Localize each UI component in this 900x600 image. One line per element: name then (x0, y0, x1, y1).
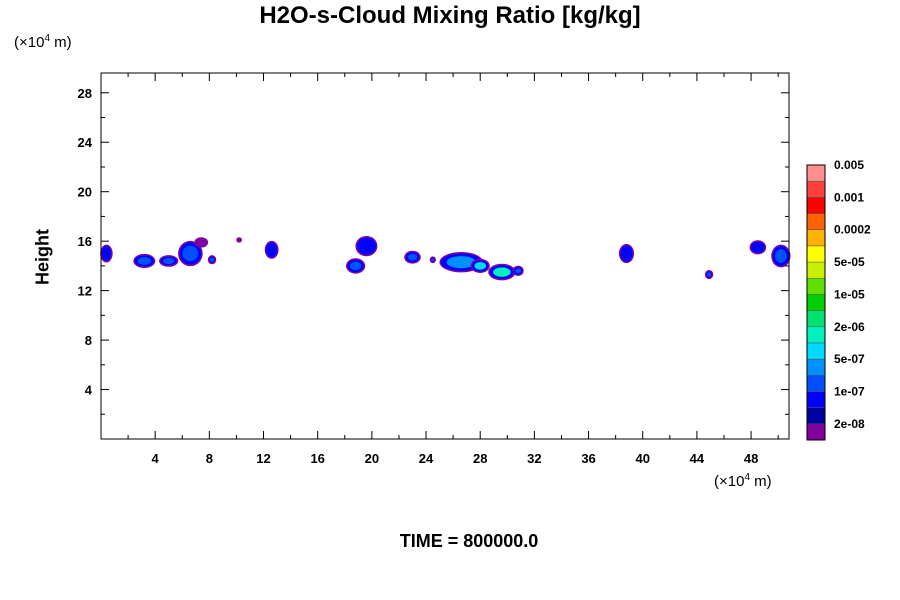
cloud-region (355, 235, 378, 257)
cloud-shell (356, 237, 376, 255)
cloud-core (210, 257, 215, 262)
cloud-region (236, 237, 242, 243)
cloud-core (349, 261, 362, 271)
plot-frame (100, 72, 790, 440)
colorbar-label: 1e-07 (834, 384, 865, 398)
cloud-region (488, 263, 516, 281)
cloud-region (618, 243, 635, 264)
colorbar-swatch (806, 245, 826, 263)
cloud-core (515, 268, 522, 274)
cloud-core (182, 245, 199, 262)
colorbar-swatch (806, 213, 826, 230)
cloud-region (133, 253, 156, 269)
cloud-region (194, 237, 209, 248)
cloud-region (771, 244, 791, 268)
cloud-region (100, 244, 113, 263)
x-tick-label: 20 (365, 451, 379, 466)
cloud-region (404, 250, 421, 264)
y-axis-unit: (×104 m) (14, 33, 72, 51)
colorbar-label: 0.005 (834, 158, 864, 172)
cloud-core (446, 256, 476, 269)
colorbar-swatch (806, 423, 826, 441)
x-tick-label: 4 (152, 451, 160, 466)
colorbar-swatch (806, 164, 826, 182)
cloud-shell (620, 245, 633, 262)
colorbar-swatch (806, 261, 826, 279)
colorbar-frame (806, 164, 826, 441)
cloud-region (264, 240, 279, 259)
x-tick-label: 28 (473, 451, 487, 466)
cloud-core (775, 249, 787, 263)
colorbar-swatch (806, 326, 826, 344)
x-tick-label: 44 (690, 451, 705, 466)
cloud-shell (751, 241, 765, 253)
cloud-region (207, 255, 217, 265)
colorbar-swatch (806, 277, 826, 295)
cloud-core (707, 272, 712, 277)
y-tick-label: 4 (85, 383, 93, 398)
colorbar-swatch (806, 229, 826, 247)
colorbar-swatch (806, 407, 826, 425)
y-tick-label: 16 (78, 234, 92, 249)
x-tick-label: 40 (635, 451, 649, 466)
y-tick-label: 8 (85, 333, 92, 348)
y-tick-label: 12 (78, 284, 92, 299)
x-tick-label: 8 (206, 451, 213, 466)
colorbar-swatch (806, 197, 826, 214)
cloud-core (493, 267, 511, 277)
y-tick-label: 24 (78, 135, 93, 150)
x-tick-label: 24 (419, 451, 434, 466)
cloud-core (407, 253, 418, 261)
x-tick-label: 32 (527, 451, 541, 466)
cloud-regions (100, 235, 791, 281)
x-tick-label: 16 (310, 451, 324, 466)
cloud-rim (236, 237, 242, 243)
colorbar-label: 2e-08 (834, 417, 865, 431)
x-axis-unit: (×104 m) (714, 472, 772, 490)
cloud-core (474, 261, 487, 270)
colorbar-swatch (806, 358, 826, 376)
cloud-shell (101, 246, 112, 261)
colorbar-swatch (806, 342, 826, 360)
colorbar-label: 5e-05 (834, 255, 865, 269)
cloud-shell (266, 242, 278, 258)
colorbar: 2e-08 1e-07 5e-07 2e-06 1e-05 5e-05 0.0002 0.00… (806, 158, 871, 441)
colorbar-swatch (806, 180, 826, 198)
colorbar-label: 0.0002 (834, 223, 871, 237)
cloud-region (159, 255, 179, 267)
cloud-core (431, 258, 434, 262)
cloud-region (470, 258, 490, 273)
colorbar-swatch (806, 375, 826, 392)
colorbar-label: 1e-05 (834, 287, 865, 301)
colorbar-label: 5e-07 (834, 352, 865, 366)
colorbar-swatch (806, 310, 826, 328)
x-tick-label: 48 (744, 451, 758, 466)
y-tick-label: 20 (78, 185, 92, 200)
cloud-region (512, 265, 524, 277)
cloud-region (704, 269, 714, 280)
cloud-core (162, 257, 175, 264)
cloud-region (345, 258, 366, 274)
colorbar-label: 2e-06 (834, 320, 865, 334)
cloud-region (439, 252, 484, 273)
x-tick-label: 36 (581, 451, 595, 466)
time-label: TIME = 800000.0 (399, 531, 539, 551)
cloud-region (749, 240, 767, 255)
colorbar-swatch (806, 391, 826, 408)
cloud-region (178, 240, 203, 267)
colorbar-swatch (806, 294, 826, 311)
chart-title: H2O-s-Cloud Mixing Ratio [kg/kg] (259, 2, 641, 29)
cloud-region (429, 256, 436, 264)
cloud-rim (194, 237, 209, 248)
colorbar-label: 0.001 (834, 190, 864, 204)
y-tick-label: 28 (78, 86, 92, 101)
x-tick-label: 12 (256, 451, 270, 466)
cloud-core (137, 257, 152, 265)
